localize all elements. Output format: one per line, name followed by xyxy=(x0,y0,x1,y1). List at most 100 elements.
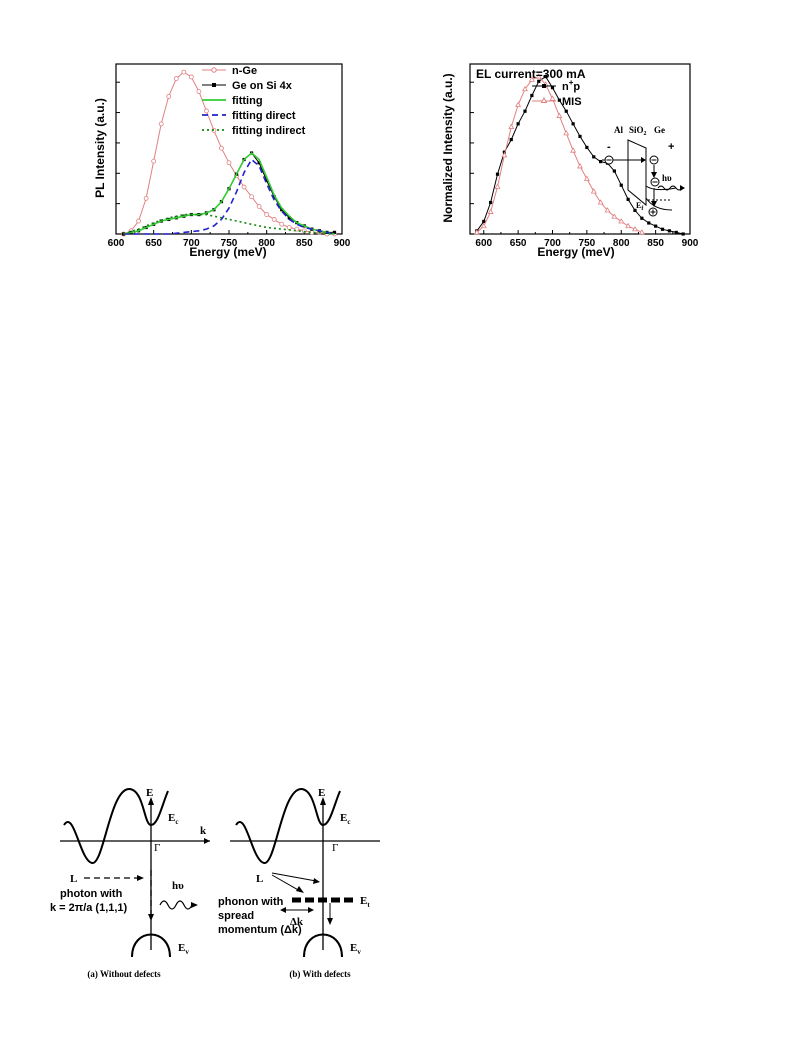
el-data-point xyxy=(640,216,644,220)
el-x-tick-label: 750 xyxy=(579,238,596,249)
band-diagram-figure: E k Ec Γ L photon with k = 2π/a (1,1,1) … xyxy=(40,785,420,985)
valence-band-b xyxy=(303,933,343,958)
el-data-point xyxy=(515,101,522,107)
pl-data-point xyxy=(272,195,276,199)
pl-data-point xyxy=(286,225,292,230)
pl-x-tick-label: 800 xyxy=(258,238,275,249)
el-chart: 600 650 700 750 800 850 900 n+p MIS EL current=… xyxy=(436,60,706,260)
el-plot-frame xyxy=(469,63,691,235)
pl-x-tick-label: 850 xyxy=(296,238,313,249)
el-legend-label: MIS xyxy=(562,96,582,108)
inset-oxide-barrier xyxy=(627,139,647,207)
el-x-tick-label: 800 xyxy=(613,238,630,249)
el-data-point xyxy=(487,208,494,214)
valence-band-a xyxy=(131,933,171,958)
el-data-point xyxy=(549,95,556,101)
el-data-point xyxy=(489,200,493,205)
el-data-point xyxy=(570,147,577,153)
pl-data-point xyxy=(143,195,149,201)
pl-series-line-0 xyxy=(123,71,335,235)
el-data-point xyxy=(482,219,486,224)
pl-data-point xyxy=(196,89,202,94)
l-label-b: L xyxy=(256,873,263,885)
pl-legend-label: fitting xyxy=(232,95,263,107)
ec-label-a: Ec xyxy=(168,812,178,826)
delta-k-label: Δk xyxy=(290,916,304,928)
pl-data-point xyxy=(256,204,262,209)
el-x-tick-label: 600 xyxy=(475,238,492,249)
pl-legend-label: fitting indirect xyxy=(232,125,306,137)
pl-data-point xyxy=(158,121,164,127)
el-legend-label: n+p xyxy=(562,78,580,93)
band-panel-without-defects: E k Ec Γ L photon with k = 2π/a (1,1,1) … xyxy=(50,787,210,979)
inset-valence-band xyxy=(645,197,673,211)
pl-series-line-2 xyxy=(123,151,335,235)
pl-data-point xyxy=(279,221,285,227)
el-data-point xyxy=(537,79,541,83)
pl-data-point xyxy=(264,212,270,217)
pl-legend-label: fitting direct xyxy=(232,110,296,122)
el-data-point xyxy=(604,207,611,213)
pl-data-point xyxy=(332,230,337,234)
el-data-point xyxy=(535,73,542,79)
inset-ge-label: Ge xyxy=(654,125,665,135)
pl-data-point xyxy=(173,76,179,81)
pl-data-point xyxy=(287,216,291,220)
el-data-point xyxy=(556,112,563,118)
pl-plot-area: 600 650 700 750 800 850 900 xyxy=(108,63,351,249)
photon-text-a2: k = 2π/a (1,1,1) xyxy=(50,902,128,914)
pl-data-point xyxy=(265,178,269,183)
pl-data-point xyxy=(241,184,247,190)
el-data-point xyxy=(480,222,487,229)
el-data-point xyxy=(563,129,570,136)
el-data-point xyxy=(597,199,604,205)
el-data-point xyxy=(571,122,575,126)
pl-data-point xyxy=(181,69,187,75)
el-data-point xyxy=(611,213,618,219)
el-data-point xyxy=(633,208,637,212)
el-data-point xyxy=(660,227,665,231)
scatter-arrow-b1 xyxy=(271,874,301,892)
pl-data-point xyxy=(257,161,261,165)
el-data-point xyxy=(619,183,623,187)
el-data-point xyxy=(612,169,616,173)
el-data-point xyxy=(638,229,645,235)
l-label-a: L xyxy=(70,873,77,885)
band-diagram-svg: E k Ec Γ L photon with k = 2π/a (1,1,1) … xyxy=(50,787,380,979)
pl-y-axis-title: PL Intensity (a.u.) xyxy=(93,98,107,198)
el-data-point xyxy=(674,230,678,235)
el-data-point xyxy=(599,159,603,164)
photon-text-a1: photon with xyxy=(60,888,123,900)
pl-x-tick-label: 750 xyxy=(221,238,238,249)
pl-data-point xyxy=(136,218,141,224)
el-data-point xyxy=(578,134,582,139)
pl-x-tick-label: 700 xyxy=(183,238,200,249)
pl-data-point xyxy=(226,160,232,166)
el-y-axis-title: Normalized Intensity (a.u.) xyxy=(441,73,455,222)
el-data-point xyxy=(626,197,630,201)
pl-data-point xyxy=(271,217,277,222)
et-label: Et xyxy=(360,895,370,909)
inset-plus-label: + xyxy=(668,141,674,153)
el-chart-title: EL current=300 mA xyxy=(476,67,586,81)
e-axis-label-a: E xyxy=(146,787,153,799)
inset-al-label: Al xyxy=(614,125,623,135)
pl-x-axis-title: Energy (meV) xyxy=(189,245,266,259)
pl-series-line-3 xyxy=(123,158,335,235)
el-data-point xyxy=(528,76,535,82)
el-x-tick-label: 650 xyxy=(510,238,527,249)
el-data-point xyxy=(592,155,596,159)
phonon-text-b3: momentum (Δk) xyxy=(218,924,302,936)
el-data-point xyxy=(495,172,500,176)
el-data-point xyxy=(523,109,527,113)
el-data-point xyxy=(508,123,515,129)
el-data-point xyxy=(632,225,638,232)
el-x-axis-title: Energy (meV) xyxy=(537,245,614,259)
inset-minus-label: - xyxy=(607,141,611,153)
el-data-point xyxy=(585,145,589,150)
el-data-point xyxy=(494,183,501,189)
pl-data-point xyxy=(249,194,255,200)
el-data-point xyxy=(564,109,568,113)
conduction-band-b xyxy=(235,787,341,864)
el-data-point xyxy=(590,188,597,194)
